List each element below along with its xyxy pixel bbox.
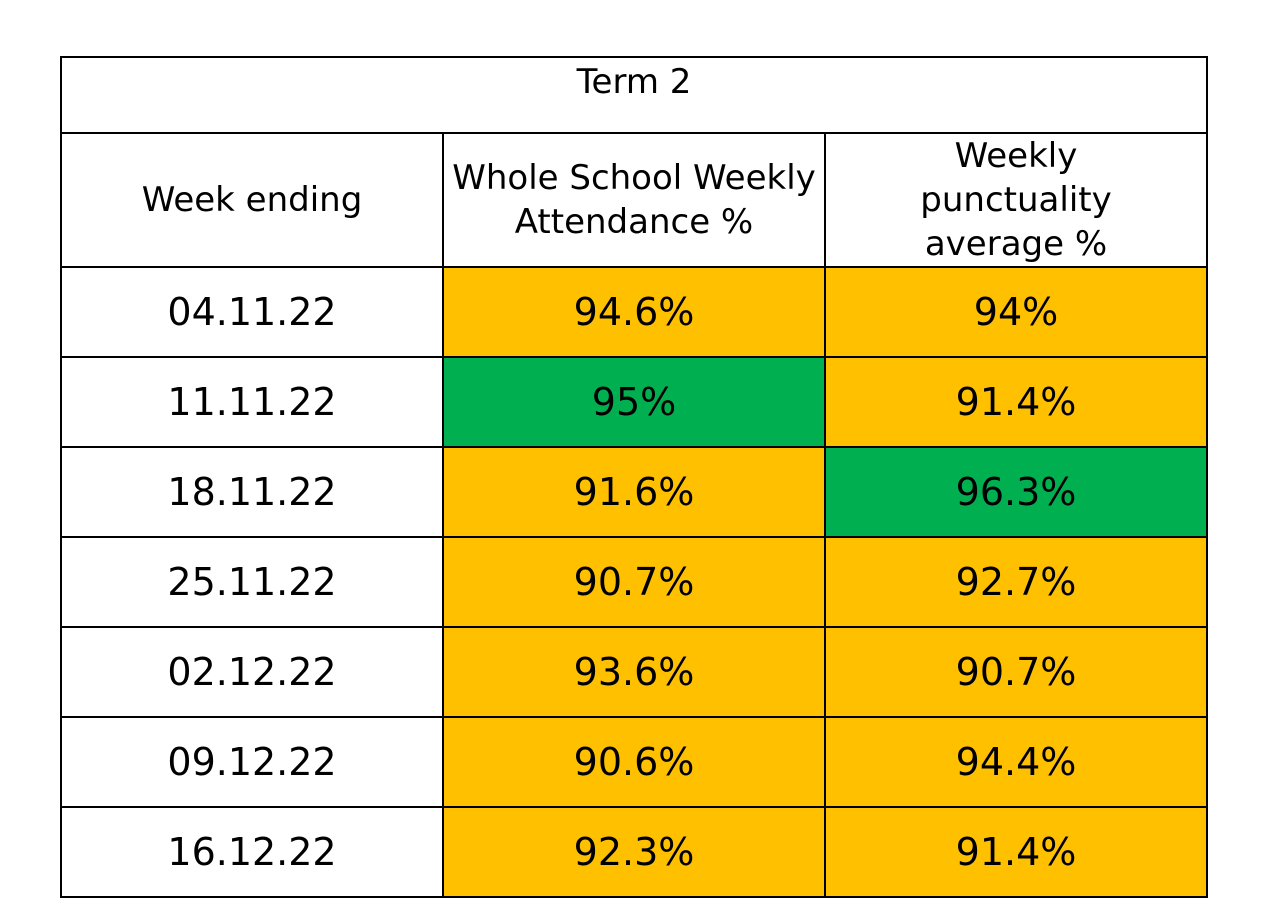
table-title: Term 2 <box>60 56 1208 134</box>
table-row: 09.12.22 90.6% 94.4% <box>60 716 1208 808</box>
week-ending-cell: 18.11.22 <box>60 446 444 538</box>
week-ending-cell: 25.11.22 <box>60 536 444 628</box>
week-ending-cell: 04.11.22 <box>60 266 444 358</box>
table-row: 16.12.22 92.3% 91.4% <box>60 806 1208 898</box>
attendance-cell: 93.6% <box>442 626 826 718</box>
attendance-cell: 92.3% <box>442 806 826 898</box>
punctuality-cell: 90.7% <box>824 626 1208 718</box>
table-row: 18.11.22 91.6% 96.3% <box>60 446 1208 538</box>
table-row: 25.11.22 90.7% 92.7% <box>60 536 1208 628</box>
attendance-cell: 90.7% <box>442 536 826 628</box>
header-row: Week ending Whole School Weekly Attendan… <box>60 132 1208 268</box>
punctuality-cell: 94.4% <box>824 716 1208 808</box>
attendance-table: Term 2 Week ending Whole School Weekly A… <box>60 56 1208 898</box>
week-ending-cell: 11.11.22 <box>60 356 444 448</box>
punctuality-cell: 92.7% <box>824 536 1208 628</box>
attendance-cell: 95% <box>442 356 826 448</box>
punctuality-cell: 94% <box>824 266 1208 358</box>
column-header-week-ending: Week ending <box>60 132 444 268</box>
table-row: 11.11.22 95% 91.4% <box>60 356 1208 448</box>
punctuality-cell: 96.3% <box>824 446 1208 538</box>
table-row: 04.11.22 94.6% 94% <box>60 266 1208 358</box>
week-ending-cell: 02.12.22 <box>60 626 444 718</box>
column-header-attendance: Whole School Weekly Attendance % <box>442 132 826 268</box>
attendance-table-container: Term 2 Week ending Whole School Weekly A… <box>60 56 1208 898</box>
punctuality-cell: 91.4% <box>824 806 1208 898</box>
week-ending-cell: 09.12.22 <box>60 716 444 808</box>
column-header-punctuality: Weekly punctuality average % <box>824 132 1208 268</box>
title-row: Term 2 <box>60 56 1208 134</box>
table-row: 02.12.22 93.6% 90.7% <box>60 626 1208 718</box>
week-ending-cell: 16.12.22 <box>60 806 444 898</box>
punctuality-cell: 91.4% <box>824 356 1208 448</box>
attendance-cell: 90.6% <box>442 716 826 808</box>
attendance-cell: 94.6% <box>442 266 826 358</box>
attendance-cell: 91.6% <box>442 446 826 538</box>
